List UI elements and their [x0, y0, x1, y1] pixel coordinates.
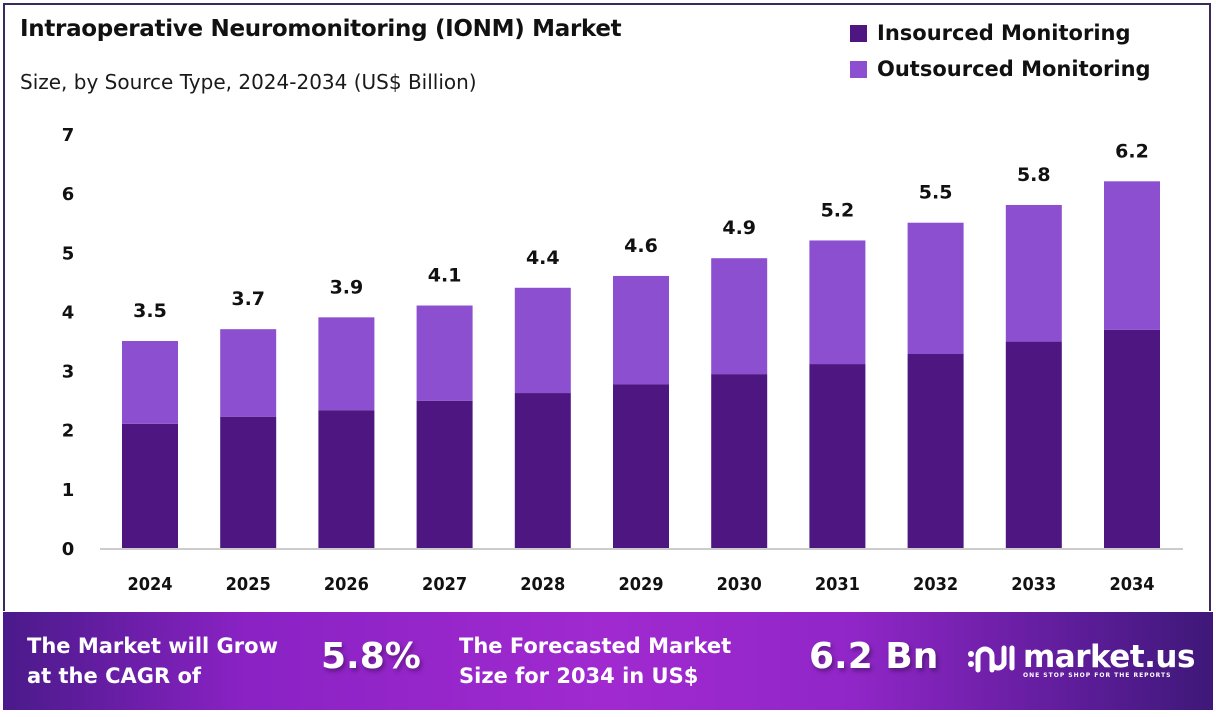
market-us-logo: market.us ONE STOP SHOP FOR THE REPORTS: [965, 640, 1195, 680]
bar-insourced-2030: [711, 374, 768, 548]
x-tick-label-2031: 2031: [815, 574, 860, 595]
bar-insourced-2034: [1104, 329, 1160, 548]
bar-insourced-2033: [1005, 341, 1062, 548]
bar-insourced-2028: [514, 393, 571, 548]
bar-outsourced-2025: [220, 329, 277, 417]
legend-item-outsourced: Outsourced Monitoring: [850, 54, 1151, 84]
data-label-2026: 3.9: [330, 276, 364, 298]
data-label-2027: 4.1: [428, 265, 462, 287]
logo-name: market.us: [1023, 638, 1195, 675]
x-tick-label-2025: 2025: [226, 574, 271, 595]
bar-insourced-2025: [220, 416, 277, 548]
legend-swatch-insourced: [850, 24, 867, 42]
bar-insourced-2024: [122, 423, 178, 548]
bar-outsourced-2032: [907, 222, 964, 355]
y-tick-label: 1: [62, 480, 75, 501]
forecast-value: 6.2 Bn: [809, 636, 939, 677]
bar-insourced-2026: [318, 410, 375, 548]
bar-outsourced-2026: [318, 317, 375, 411]
x-tick-label-2027: 2027: [422, 574, 467, 595]
legend-label-insourced: Insourced Monitoring: [877, 21, 1131, 45]
bar-outsourced-2034: [1104, 181, 1160, 330]
y-tick-label: 6: [62, 184, 75, 205]
summary-banner: The Market will Grow at the CAGR of 5.8%…: [3, 612, 1213, 710]
cagr-value: 5.8%: [321, 636, 421, 677]
x-tick-label-2030: 2030: [717, 574, 762, 595]
bar-outsourced-2024: [122, 341, 178, 424]
data-label-2031: 5.2: [821, 199, 855, 221]
cagr-caption-line1: The Market will Grow: [27, 634, 278, 658]
y-tick-label: 5: [62, 243, 75, 264]
data-label-2028: 4.4: [526, 247, 560, 269]
data-label-2029: 4.6: [624, 235, 658, 257]
data-label-2034: 6.2: [1115, 140, 1149, 162]
legend-item-insourced: Insourced Monitoring: [850, 18, 1151, 48]
logo-tagline: ONE STOP SHOP FOR THE REPORTS: [1023, 671, 1172, 679]
x-tick-label-2024: 2024: [127, 574, 172, 595]
cagr-caption-line2: at the CAGR of: [27, 664, 202, 688]
forecast-caption-line1: The Forecasted Market: [459, 634, 732, 658]
chart-title: Intraoperative Neuromonitoring (IONM) Ma…: [20, 16, 622, 42]
data-label-2025: 3.7: [231, 288, 265, 310]
bar-outsourced-2031: [809, 240, 866, 365]
legend: Insourced Monitoring Outsourced Monitori…: [850, 18, 1151, 90]
y-tick-label: 0: [62, 539, 75, 560]
x-tick-label-2028: 2028: [520, 574, 565, 595]
bar-outsourced-2033: [1005, 204, 1062, 342]
bar-outsourced-2028: [514, 287, 571, 394]
x-tick-label-2032: 2032: [913, 574, 958, 595]
y-tick-label: 3: [62, 362, 75, 383]
data-label-2032: 5.5: [919, 182, 953, 204]
bar-outsourced-2027: [416, 305, 473, 401]
bar-outsourced-2030: [711, 258, 768, 375]
y-tick-label: 2: [62, 421, 75, 442]
bar-outsourced-2029: [613, 275, 669, 385]
x-tick-label-2029: 2029: [618, 574, 663, 595]
cagr-caption: The Market will Grow at the CAGR of: [27, 631, 278, 691]
market-us-logo-icon: [968, 645, 1015, 673]
data-label-2030: 4.9: [722, 217, 756, 239]
x-tick-label-2033: 2033: [1011, 574, 1056, 595]
bar-chart: 0 1 2 3 4 5 6 7 3.5 2024 3.7 2025 3.9 2026 4.1 2027 4.4 2…: [62, 125, 1183, 595]
y-tick-label: 4: [62, 302, 75, 323]
forecast-caption: The Forecasted Market Size for 2034 in U…: [459, 631, 731, 691]
forecast-caption-line2: Size for 2034 in US$: [459, 664, 699, 688]
x-tick-label-2034: 2034: [1109, 574, 1154, 595]
bar-insourced-2029: [613, 384, 669, 548]
x-tick-label-2026: 2026: [324, 574, 369, 595]
legend-swatch-outsourced: [850, 60, 867, 78]
chart-subtitle: Size, by Source Type, 2024-2034 (US$ Bil…: [20, 70, 477, 94]
bar-insourced-2032: [907, 354, 964, 548]
legend-label-outsourced: Outsourced Monitoring: [877, 57, 1151, 81]
y-tick-label: 7: [62, 125, 75, 146]
data-label-2024: 3.5: [133, 300, 167, 322]
bar-insourced-2031: [809, 364, 866, 548]
data-label-2033: 5.8: [1017, 164, 1051, 186]
bar-insourced-2027: [416, 400, 473, 548]
